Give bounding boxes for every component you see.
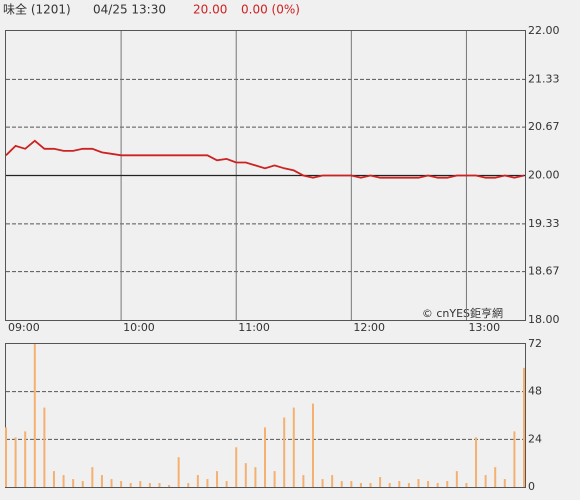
- volume-bar: [62, 475, 65, 487]
- volume-bar: [302, 475, 305, 487]
- volume-bar: [359, 483, 362, 487]
- volume-bar: [503, 479, 506, 487]
- y-tick-label: 19.33: [528, 217, 560, 230]
- volume-bar: [350, 481, 353, 487]
- volume-bar: [43, 407, 46, 487]
- y-tick-label: 72: [528, 337, 542, 350]
- stock-name: 味全 (1201): [3, 2, 71, 17]
- volume-bar: [187, 483, 190, 487]
- volume-bar: [417, 479, 420, 487]
- volume-bar: [340, 481, 343, 487]
- volume-bar: [484, 475, 487, 487]
- volume-bar: [52, 471, 55, 487]
- x-tick-label: 11:00: [238, 321, 270, 334]
- volume-bar: [388, 483, 391, 487]
- x-tick-label: 12:00: [353, 321, 385, 334]
- volume-bar: [216, 471, 219, 487]
- y-tick-label: 24: [528, 432, 542, 445]
- volume-bar: [148, 483, 151, 487]
- volume-bar: [446, 481, 449, 487]
- volume-bar: [158, 483, 161, 487]
- volume-bar: [110, 479, 113, 487]
- x-tick-label: 09:00: [8, 321, 40, 334]
- volume-bar: [129, 483, 132, 487]
- volume-bar: [120, 481, 123, 487]
- change: 0.00 (0%): [241, 3, 300, 17]
- x-tick-label: 10:00: [123, 321, 155, 334]
- volume-bar: [225, 481, 228, 487]
- price: 20.00: [193, 3, 227, 17]
- volume-bar: [81, 481, 84, 487]
- volume-bar: [455, 471, 458, 487]
- volume-bar: [244, 463, 247, 487]
- volume-bar: [331, 475, 334, 487]
- volume-bar: [24, 431, 27, 487]
- y-tick-label: 18.67: [528, 265, 560, 278]
- price-line: [5, 139, 525, 179]
- y-tick-label: 48: [528, 385, 542, 398]
- volume-bar: [311, 403, 314, 487]
- y-tick-label: 22.00: [528, 24, 560, 37]
- y-tick-label: 21.33: [528, 72, 560, 85]
- volume-bar: [196, 475, 199, 487]
- x-tick-label: 13:00: [468, 321, 500, 334]
- volume-bar: [139, 481, 142, 487]
- volume-bar: [436, 483, 439, 487]
- volume-bar: [407, 483, 410, 487]
- volume-bar: [33, 344, 36, 487]
- watermark: © cnYES鉅亨網: [422, 306, 503, 320]
- volume-bar: [14, 437, 17, 487]
- quote-time: 04/25 13:30: [93, 3, 166, 17]
- volume-bar: [91, 467, 94, 487]
- volume-bar: [494, 467, 497, 487]
- volume-bar: [427, 481, 430, 487]
- y-tick-label: 0: [528, 480, 535, 493]
- volume-bar: [100, 475, 103, 487]
- volume-bar: [168, 485, 171, 487]
- volume-bar: [475, 437, 478, 487]
- volume-bar: [369, 483, 372, 487]
- volume-bar: [513, 431, 516, 487]
- y-tick-label: 20.67: [528, 120, 560, 133]
- volume-bar: [465, 483, 468, 487]
- volume-bar: [523, 367, 525, 487]
- volume-bar: [273, 471, 276, 487]
- volume-bar: [206, 479, 209, 487]
- volume-bar: [321, 479, 324, 487]
- volume-bar: [72, 479, 75, 487]
- volume-bar: [264, 427, 266, 487]
- volume-bar: [177, 457, 180, 487]
- volume-bar: [379, 477, 382, 487]
- volume-bar: [254, 467, 257, 487]
- volume-bar: [235, 447, 238, 487]
- y-tick-label: 18.00: [528, 313, 560, 326]
- volume-bar: [292, 407, 295, 487]
- volume-bar: [283, 417, 286, 487]
- y-tick-label: 20.00: [528, 169, 560, 182]
- volume-bar: [5, 427, 7, 487]
- volume-bar: [398, 481, 401, 487]
